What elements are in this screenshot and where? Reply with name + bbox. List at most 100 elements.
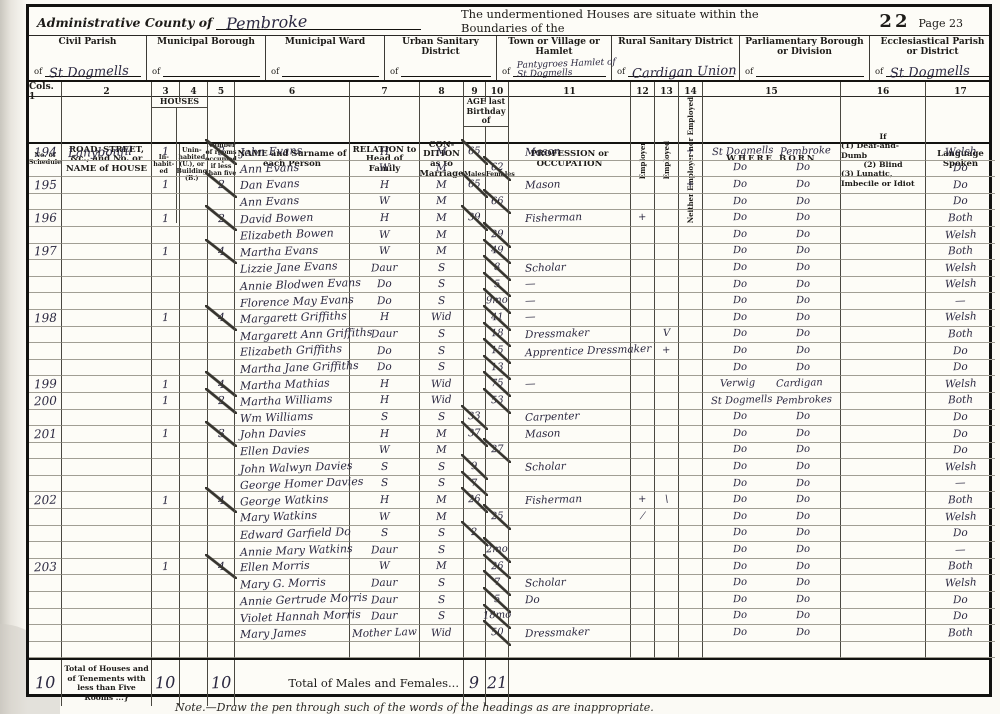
employed-mark	[655, 260, 679, 277]
district-box: Town or Village or Hamlet of Pantygroes Ha…	[497, 36, 616, 80]
admin-county-label: Administrative County of	[37, 14, 213, 30]
road-name	[62, 276, 152, 294]
language-spoken-value: Do	[952, 161, 969, 175]
relation-to-head: H	[350, 309, 420, 327]
age-female: 62	[483, 155, 511, 181]
where-born: Do Do	[703, 243, 841, 261]
neither-mark	[679, 160, 703, 178]
schedule-number	[29, 525, 62, 543]
relation-to-head: W	[350, 558, 420, 576]
marriage-condition: S	[420, 359, 464, 377]
inhabited-mark-value: 1	[161, 493, 170, 507]
boundary-text: The undermentioned Houses are situate wi…	[461, 7, 759, 35]
language-spoken: Both	[926, 393, 995, 410]
born-place: Do	[733, 593, 748, 606]
uninhabited-mark	[180, 608, 208, 626]
infirmity	[841, 592, 926, 609]
language-spoken-value: Do	[952, 443, 969, 457]
occupation: Fisherman	[509, 210, 631, 227]
age-female-value: 18	[490, 328, 504, 340]
rooms-count-value: 2	[217, 178, 225, 192]
houses-total-label: Total of Houses and of Tenements with le…	[62, 660, 152, 707]
uninhabited-mark	[180, 558, 208, 576]
where-born: Do Do	[703, 359, 841, 377]
relation-to-head: Daur	[350, 575, 420, 593]
neither-mark	[679, 343, 703, 360]
person-name: Violet Hannah Morris	[235, 608, 361, 626]
person-row: Martha Jane Griffiths Do S 13 Do Do Do	[29, 354, 995, 380]
relation-to-head-value: Do	[376, 294, 393, 308]
schedule-number	[29, 326, 62, 344]
marriage-condition: S	[420, 608, 464, 626]
uninhabited-mark	[180, 492, 208, 510]
person-name: Margarett Ann Griffiths	[235, 326, 373, 343]
born-place: Do	[733, 328, 748, 340]
schedule-number-value: 195	[33, 177, 57, 193]
district-rule: Pantygroes Hamlet of St Dogmells	[513, 57, 616, 80]
relation-to-head-value: W	[378, 444, 391, 457]
rooms-count: 4	[205, 371, 237, 397]
language-spoken: Do	[926, 343, 995, 360]
born-county: Do	[795, 245, 810, 257]
language-spoken-value: Both	[947, 327, 974, 341]
age-female-value: 5	[493, 593, 501, 605]
rooms-count-value: 4	[217, 311, 225, 325]
infirmity	[841, 442, 926, 460]
age-male: 65	[461, 139, 488, 165]
relation-to-head-value: W	[378, 228, 391, 241]
infirmity	[841, 359, 926, 377]
marriage-condition-value: S	[437, 593, 446, 606]
occupation: Carpenter	[509, 409, 631, 427]
occupation: Mason	[509, 144, 631, 161]
header-uninhabited: Unin-habited (U.), or Building (B.)	[176, 147, 207, 182]
born-county: Do	[795, 195, 810, 207]
inhabited-mark-value: 1	[161, 427, 170, 441]
relation-to-head: W	[350, 160, 420, 178]
district-label: Ecclesiastical Parish or District	[880, 37, 985, 58]
marriage-condition-value: M	[435, 211, 448, 225]
person-name-value: Mary Watkins	[239, 509, 318, 525]
uninhabited-mark	[180, 426, 208, 443]
employed-mark	[655, 193, 679, 211]
born-place: Do	[733, 543, 748, 556]
district-prefix: of	[875, 67, 884, 77]
person-row: 195 1 2 Dan Evans H M 65 Mason + Do Do Do	[29, 172, 995, 198]
language-spoken-value: Welsh	[944, 261, 977, 275]
neither-mark	[679, 475, 703, 493]
infirmity	[841, 260, 926, 277]
language-spoken-value: Both	[947, 559, 974, 573]
employer-mark	[631, 243, 655, 261]
rooms-count	[208, 475, 235, 493]
language-spoken: —	[926, 476, 995, 493]
age-male	[464, 392, 486, 410]
where-born: Do Do	[703, 558, 841, 576]
age-female: 9mo	[483, 288, 511, 314]
language-spoken-value: Do	[952, 410, 969, 424]
person-name-value: Florence May Evans	[239, 292, 355, 310]
born-county: Do	[795, 178, 810, 191]
marriage-condition: M	[420, 509, 464, 526]
language-spoken-value: —	[955, 477, 966, 490]
born-county: Do	[795, 361, 810, 373]
marriage-condition-value: S	[437, 527, 446, 540]
infirmity	[841, 392, 926, 410]
employer-mark	[631, 376, 655, 393]
employed-mark-value: \	[664, 494, 669, 506]
rooms-count	[208, 592, 235, 609]
district-line: of Cardigan Union	[617, 63, 737, 82]
district-label: Municipal Borough	[157, 37, 255, 47]
language-spoken-value: Welsh	[944, 310, 977, 325]
inhabited-mark: 1	[152, 177, 180, 194]
marriage-condition-value: S	[437, 610, 446, 623]
marriage-condition	[420, 641, 464, 659]
uninhabited-mark	[180, 409, 208, 427]
language-spoken-value: Welsh	[944, 377, 977, 391]
inhabited-mark	[152, 343, 180, 360]
occupation: Do	[509, 592, 631, 609]
occupation-value: Carpenter	[524, 410, 580, 424]
marriage-condition: M	[420, 492, 464, 510]
marriage-condition: S	[420, 575, 464, 593]
employer-mark	[631, 177, 655, 194]
inhabited-mark-value: 1	[161, 178, 170, 192]
infirmity	[841, 608, 926, 626]
